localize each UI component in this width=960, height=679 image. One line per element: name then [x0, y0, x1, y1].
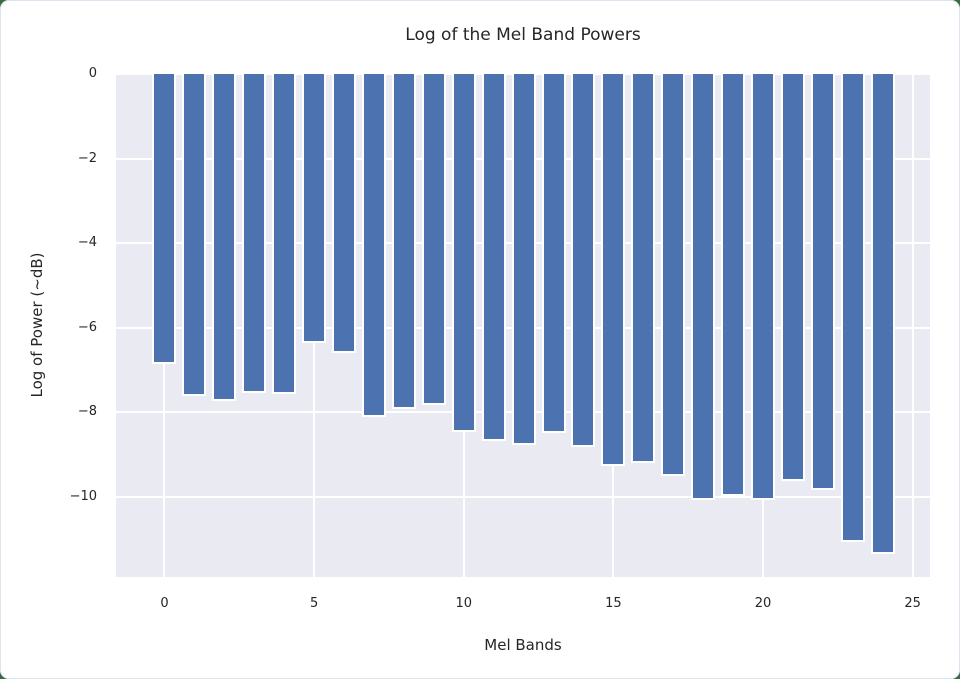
bar-mel-band-13 — [541, 74, 566, 433]
y-tick-label: −2 — [77, 150, 97, 166]
bar-mel-band-18 — [691, 74, 716, 500]
bar-mel-band-11 — [481, 74, 506, 441]
bar-mel-band-7 — [361, 74, 386, 417]
bar-mel-band-5 — [302, 74, 327, 344]
bar-mel-band-14 — [571, 74, 596, 448]
bar-mel-band-23 — [840, 74, 865, 543]
x-tick-label: 10 — [455, 596, 472, 611]
bar-mel-band-10 — [451, 74, 476, 432]
x-tick-label: 20 — [754, 596, 772, 611]
y-tick-label: −6 — [77, 319, 97, 335]
bar-mel-band-19 — [721, 74, 746, 497]
bar-mel-band-6 — [332, 74, 357, 354]
x-tick-label: 15 — [605, 596, 622, 611]
bar-mel-band-15 — [601, 74, 626, 467]
bar-mel-band-20 — [751, 74, 775, 501]
gridline-x-25 — [911, 74, 914, 577]
bar-mel-band-12 — [511, 74, 536, 446]
bar-mel-band-0 — [152, 74, 177, 365]
bar-mel-band-8 — [391, 74, 416, 410]
x-tick-label: 0 — [160, 596, 169, 611]
bar-mel-band-1 — [182, 74, 207, 396]
y-tick-label: −8 — [77, 404, 97, 420]
bar-mel-band-4 — [272, 74, 297, 394]
y-tick-label: −4 — [77, 235, 97, 251]
y-tick-label: 0 — [88, 66, 97, 81]
x-tick-label: 25 — [904, 596, 921, 611]
plot-area — [116, 73, 930, 577]
bar-mel-band-24 — [870, 74, 895, 555]
bar-mel-band-2 — [212, 74, 237, 402]
gridline-y-−10 — [116, 495, 930, 498]
chart-title: Log of the Mel Band Powers — [405, 25, 641, 45]
x-tick-label: 5 — [309, 596, 319, 611]
y-tick-label: −10 — [69, 488, 97, 504]
bar-mel-band-16 — [631, 74, 656, 463]
bar-mel-band-17 — [661, 74, 686, 476]
bar-mel-band-9 — [421, 74, 446, 405]
bar-mel-band-21 — [780, 74, 805, 481]
bar-mel-band-22 — [810, 74, 835, 491]
x-axis-label: Mel Bands — [484, 636, 562, 654]
bar-mel-band-3 — [242, 74, 267, 394]
